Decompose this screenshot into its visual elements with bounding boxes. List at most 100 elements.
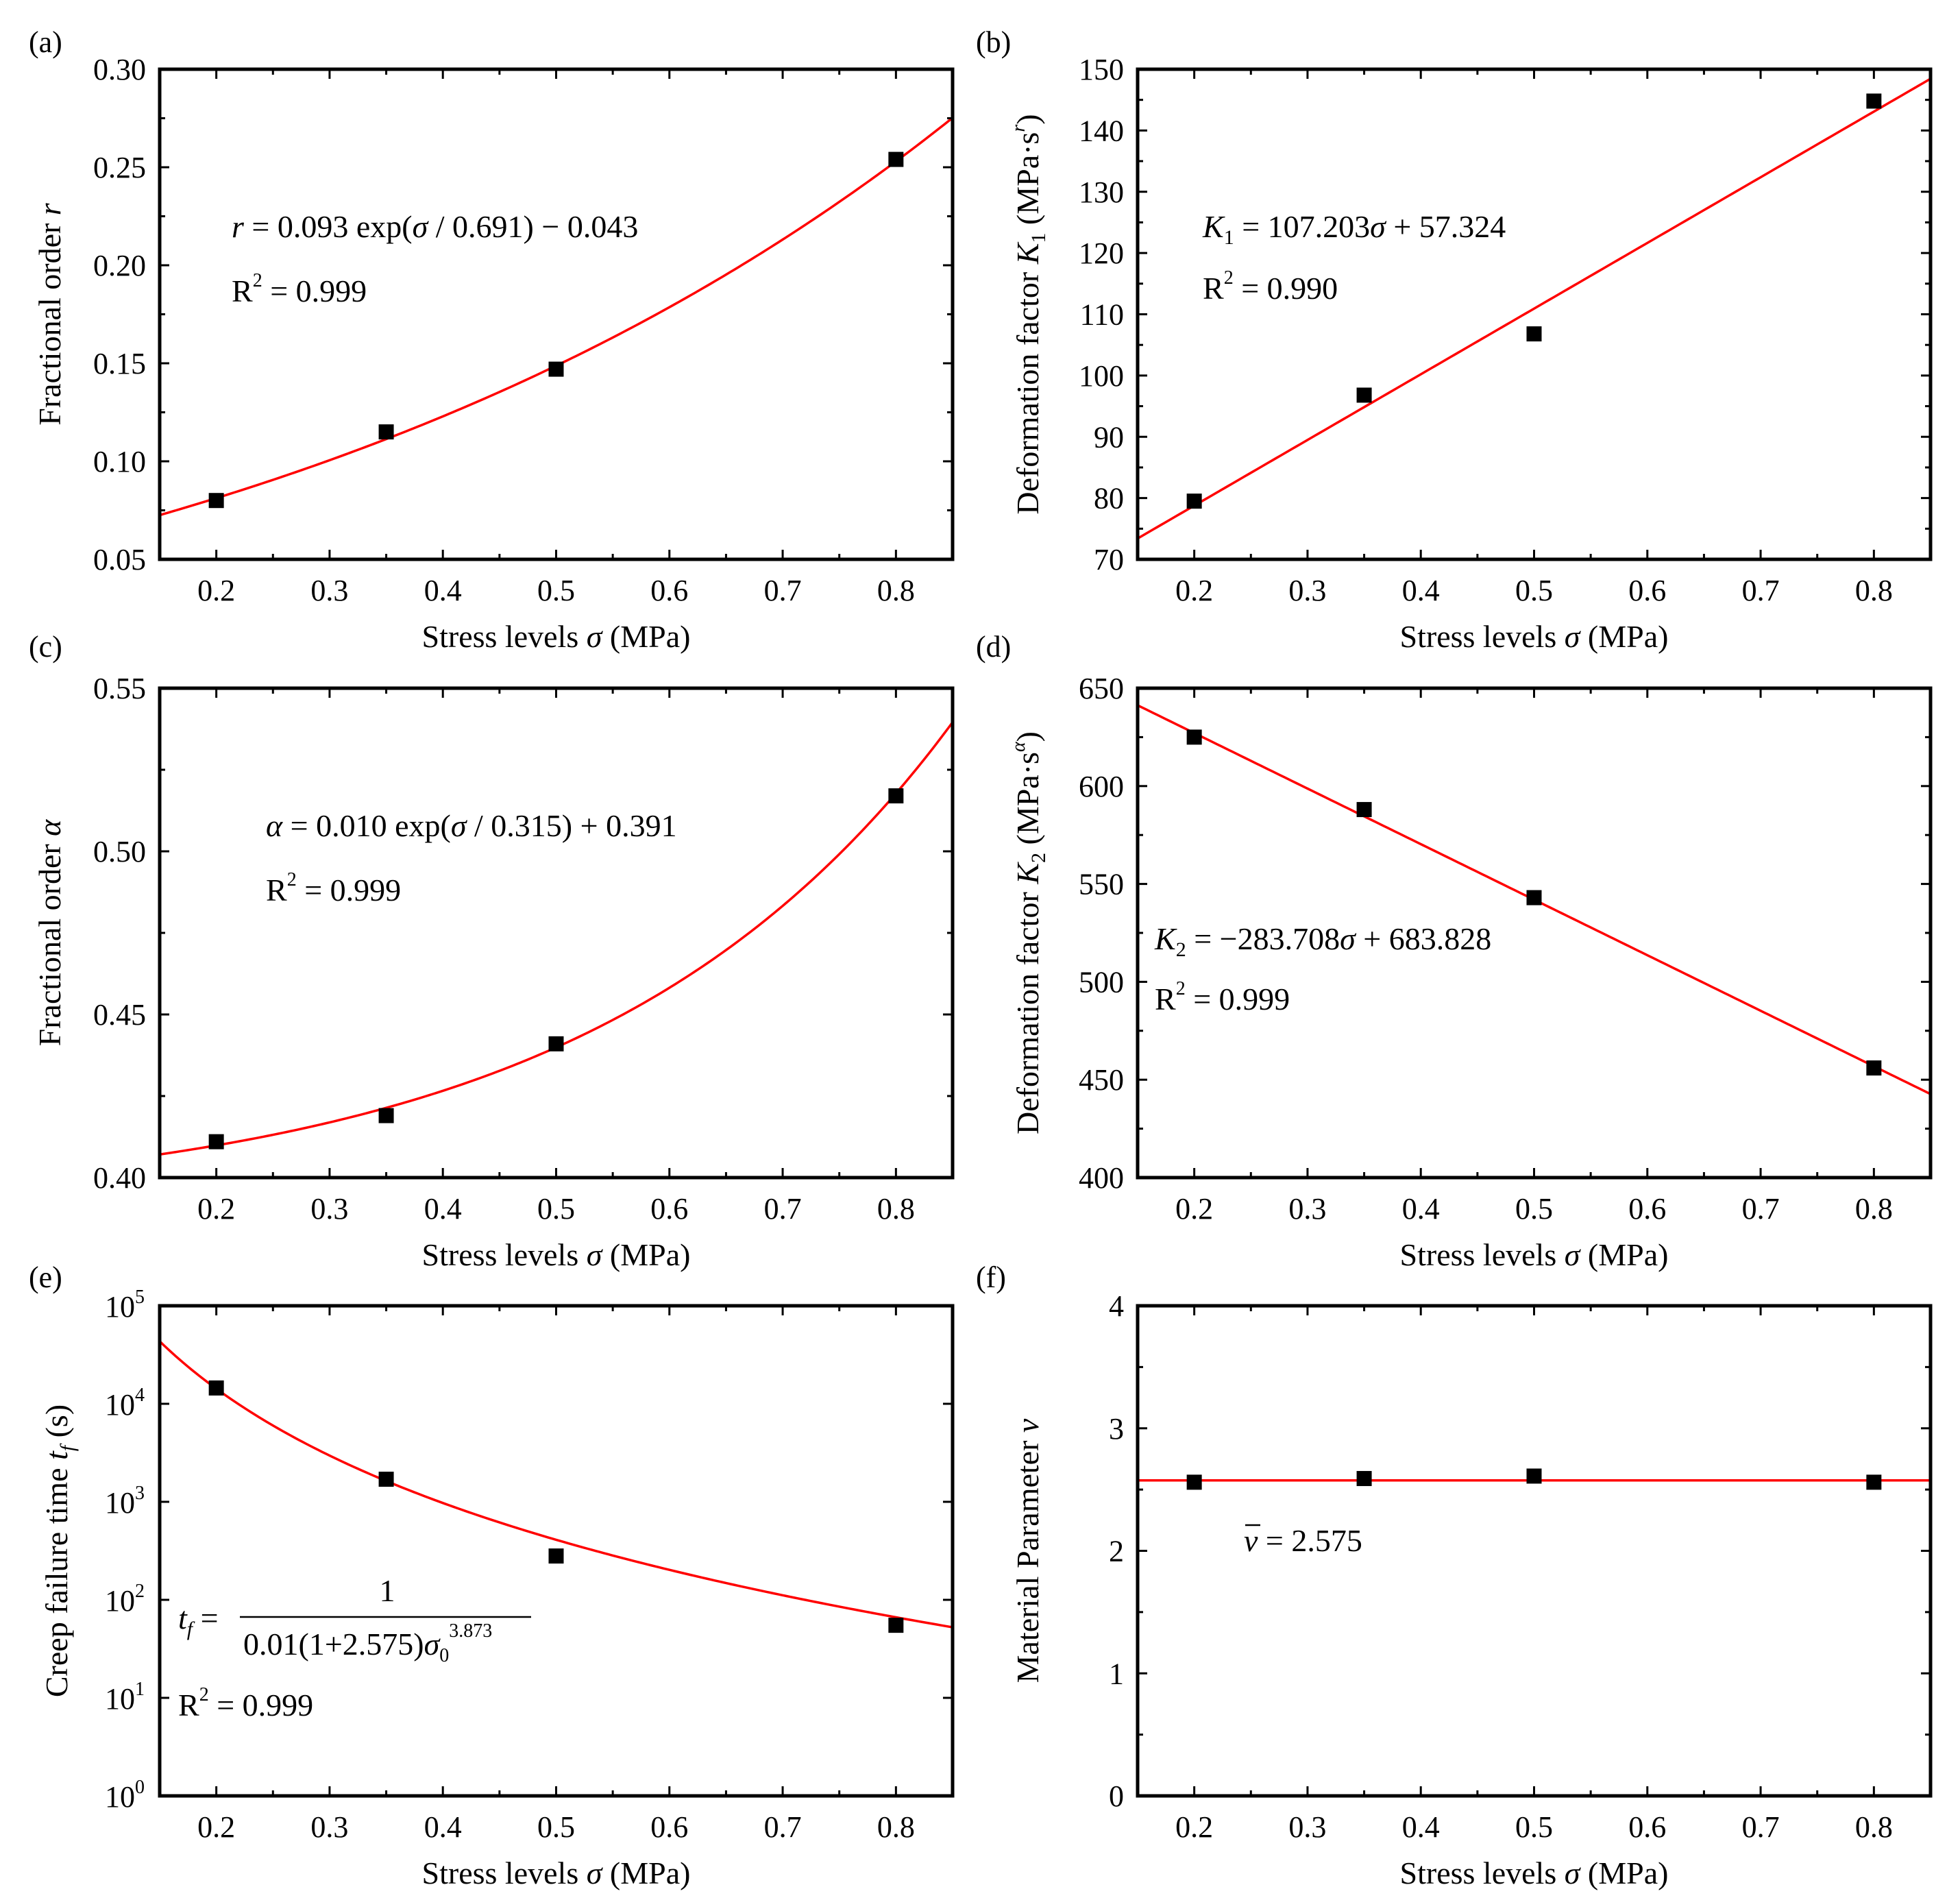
plot-frame [1136,67,1933,561]
x-axis-title: Stress levels σ (MPa) [422,619,691,654]
y-tick-label: 120 [1079,236,1124,270]
y-tick-label: 0.30 [93,53,146,86]
y-axis-title: Fractional order r [32,202,67,426]
x-axis-title: Stress levels σ (MPa) [1400,1237,1669,1272]
panel-d: (d) 0.2 0.3 0.4 0.5 0.6 0.7 0.8 400 450 500 550 600 6… [976,630,1933,1272]
x-axis-title: Stress levels σ (MPa) [422,1856,691,1890]
x-tick-label: 0.5 [1515,1192,1553,1226]
x-tick-label: 0.2 [1175,1810,1213,1844]
plot-frame [1136,686,1933,1180]
fit-equation-denominator: 0.01(1+2.575)σ03.873 [243,1620,492,1666]
y-tick-label: 101 [105,1679,145,1716]
data-point [1186,729,1202,745]
data-point [1356,802,1372,818]
data-point [548,1548,564,1564]
data-point [888,788,904,804]
x-tick-label: 0.5 [537,1192,575,1226]
x-tick-label: 0.6 [650,1192,688,1226]
x-tick-label: 0.3 [310,1810,348,1844]
x-tick-label: 0.3 [310,574,348,607]
panel-c: (c) 0.2 0.3 0.4 0.5 0.6 0.7 0.8 0.40 0.45 0.50 0.55… [29,630,955,1272]
x-tick-label: 0.8 [1855,1810,1893,1844]
data-point [1526,1468,1542,1484]
x-tick-label: 0.4 [424,1192,462,1226]
panel-label: (b) [976,25,1011,59]
data-point [1356,387,1372,403]
x-tick-label: 0.8 [877,574,915,607]
x-tick-label: 0.8 [877,1192,915,1226]
x-tick-label: 0.5 [537,574,575,607]
panel-label: (c) [29,630,62,664]
x-axis-title: Stress levels σ (MPa) [1400,619,1669,654]
fit-equation: v = 2.575 [1244,1523,1362,1558]
data-point [378,1108,394,1123]
x-tick-label: 0.4 [424,574,462,607]
panel-e: (e) 0.2 0.3 0.4 0.5 0.6 0.7 0.8 100 101 102 103 104 1… [29,1261,955,1890]
x-tick-label: 0.7 [764,1810,802,1844]
r-squared: R2 = 0.999 [266,869,401,908]
x-tick-label: 0.3 [1288,1810,1326,1844]
x-tick-label: 0.5 [1515,574,1553,607]
y-tick-label: 150 [1079,53,1124,86]
data-point [208,1380,224,1396]
data-point [378,1472,394,1487]
x-axis-title: Stress levels σ (MPa) [422,1237,691,1272]
y-tick-label: 90 [1094,420,1124,454]
y-tick-label: 3 [1109,1412,1124,1446]
x-tick-label: 0.6 [650,574,688,607]
y-tick-label: 450 [1079,1063,1124,1097]
r-squared: R2 = 0.990 [1203,267,1338,306]
y-tick-label: 0.55 [93,672,146,705]
fit-equation: r = 0.093 exp(σ / 0.691) − 0.043 [232,209,638,244]
y-tick-label: 102 [105,1581,145,1618]
y-tick-label: 0.25 [93,151,146,184]
x-tick-label: 0.5 [1515,1810,1553,1844]
y-tick-label: 0 [1109,1779,1124,1813]
fit-curve [1138,77,1931,540]
y-tick-label: 0.50 [93,835,146,868]
data-point [548,361,564,377]
y-axis-title: Deformation factor K2 (MPa·sα) [1008,731,1050,1134]
x-tick-label: 0.7 [764,1192,802,1226]
r-squared: R2 = 0.999 [1155,978,1290,1017]
y-tick-label: 600 [1079,770,1124,803]
y-tick-label: 1 [1109,1657,1124,1690]
data-point [1866,1474,1882,1490]
y-tick-label: 100 [105,1777,145,1814]
y-tick-label: 110 [1080,298,1124,332]
fit-equation-numerator: 1 [380,1573,395,1608]
x-tick-label: 0.8 [877,1810,915,1844]
r-squared: R2 = 0.999 [232,270,367,308]
x-tick-label: 0.2 [197,1192,235,1226]
x-tick-label: 0.7 [764,574,802,607]
y-tick-label: 4 [1109,1289,1124,1323]
y-tick-label: 80 [1094,482,1124,515]
panel-a: (a) 0.2 0.3 0.4 0.5 0.6 0.7 0.8 0.05 0.10 0.15 0.20… [29,25,955,654]
data-point [888,1618,904,1633]
panel-b: (b) 0.2 0.3 0.4 0.5 0.6 0.7 0.8 70 80 90 100 110 120 1… [976,25,1933,654]
x-tick-label: 0.6 [1628,1192,1666,1226]
y-tick-label: 105 [105,1287,145,1324]
x-tick-label: 0.7 [1742,1810,1780,1844]
fit-equation: α = 0.010 exp(σ / 0.315) + 0.391 [266,808,677,843]
y-tick-label: 650 [1079,672,1124,705]
fit-curve [160,721,953,1156]
x-tick-label: 0.4 [1402,574,1440,607]
y-tick-label: 100 [1079,359,1124,393]
y-tick-label: 0.40 [93,1161,146,1195]
x-tick-label: 0.6 [1628,1810,1666,1844]
y-axis-title: Deformation factor K1 (MPa·sr) [1008,114,1050,514]
y-tick-label: 0.20 [93,249,146,282]
y-axis-title: Fractional order α [32,819,67,1047]
x-tick-label: 0.2 [1175,574,1213,607]
x-tick-label: 0.4 [424,1810,462,1844]
x-tick-label: 0.2 [197,574,235,607]
panel-label: (a) [29,25,62,59]
data-point [1866,93,1882,109]
fit-equation: K2 = −283.708σ + 683.828 [1154,921,1491,961]
y-axis-title: Creep failure time tf (s) [39,1404,79,1697]
data-point [548,1036,564,1051]
x-tick-label: 0.6 [650,1810,688,1844]
y-tick-label: 550 [1079,868,1124,901]
